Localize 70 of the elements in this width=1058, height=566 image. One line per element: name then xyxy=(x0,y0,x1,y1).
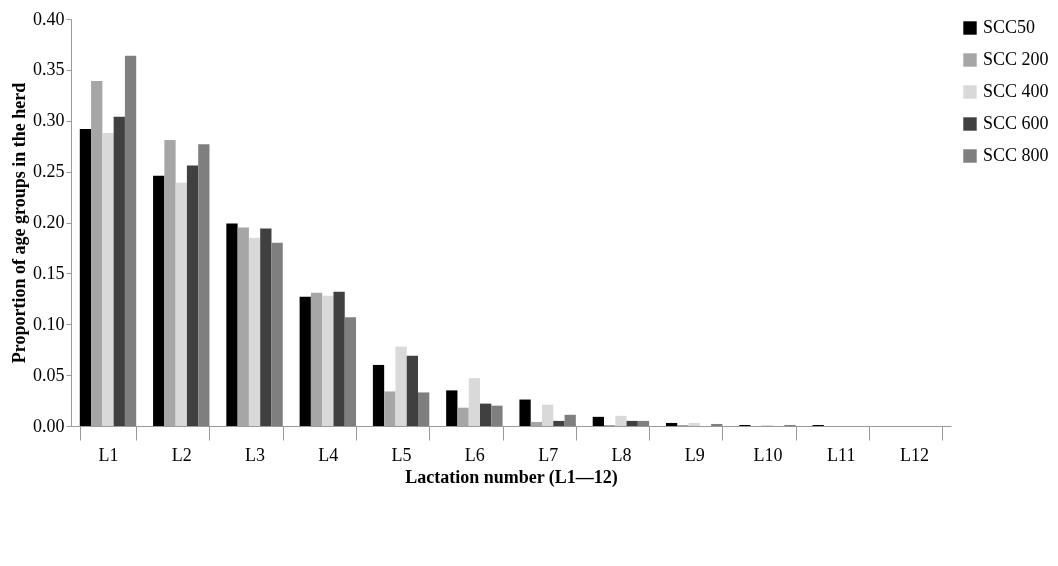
legend-label: SCC 200 xyxy=(983,49,1049,69)
x-tick-label: L9 xyxy=(684,444,705,465)
bar xyxy=(372,364,385,426)
y-tick-label: 0.20 xyxy=(33,212,65,232)
y-tick-label: 0.25 xyxy=(33,161,65,182)
bar xyxy=(688,422,700,426)
x-tick-label: L8 xyxy=(611,444,632,465)
y-tick-label: 0.30 xyxy=(33,110,65,131)
bar xyxy=(665,422,678,426)
bar xyxy=(260,228,272,426)
x-axis-title: Lactation number (L1—12) xyxy=(405,466,618,488)
bar xyxy=(310,292,323,426)
bar xyxy=(418,392,430,426)
legend-label: SCC 600 xyxy=(983,113,1049,133)
y-tick-label: 0.35 xyxy=(33,59,65,80)
bar xyxy=(124,55,137,426)
legend-label: SCC50 xyxy=(983,17,1036,37)
bar xyxy=(457,407,469,426)
bar xyxy=(198,144,210,426)
x-tick-label: L2 xyxy=(171,444,192,465)
bar xyxy=(468,378,481,426)
bar xyxy=(406,355,419,426)
bar xyxy=(91,81,103,426)
bar xyxy=(271,242,283,426)
bar xyxy=(113,116,125,426)
x-tick-label: L7 xyxy=(538,444,559,465)
bar xyxy=(102,132,114,426)
bar xyxy=(530,421,542,426)
bar xyxy=(153,175,165,426)
bar xyxy=(237,227,249,426)
bar xyxy=(711,423,723,426)
x-tick-label: L4 xyxy=(318,444,339,465)
bar xyxy=(564,414,576,426)
bar xyxy=(491,405,503,426)
bar xyxy=(446,390,458,426)
y-tick-label: 0.15 xyxy=(33,262,65,283)
bar xyxy=(395,346,407,426)
bar xyxy=(248,237,261,426)
y-axis-title: Proportion of age groups in the herd xyxy=(9,82,29,364)
y-tick-label: 0.05 xyxy=(33,364,65,385)
bar xyxy=(175,182,187,426)
x-tick-label: L6 xyxy=(464,444,485,465)
x-tick-label: L12 xyxy=(900,444,929,465)
y-tick-label: 0.10 xyxy=(33,313,65,334)
bar xyxy=(322,295,334,426)
x-tick-label: L10 xyxy=(753,444,783,465)
bar xyxy=(384,391,396,426)
bar xyxy=(299,296,311,426)
bar xyxy=(519,399,531,426)
bar xyxy=(79,128,92,426)
bar xyxy=(226,223,238,426)
bar xyxy=(615,415,627,426)
y-tick-label: 0.40 xyxy=(33,8,65,29)
bar xyxy=(164,140,176,426)
bar xyxy=(344,317,357,426)
x-tick-label: L1 xyxy=(98,444,119,465)
y-tick-label: 0.00 xyxy=(33,415,65,436)
legend-label: SCC 800 xyxy=(983,145,1049,165)
bar xyxy=(333,291,345,426)
bar xyxy=(626,420,638,426)
x-tick-label: L3 xyxy=(245,444,266,465)
x-tick-label: L11 xyxy=(827,444,856,465)
bar xyxy=(553,420,565,426)
bar xyxy=(637,420,650,426)
legend-label: SCC 400 xyxy=(983,81,1049,101)
bar xyxy=(480,403,492,426)
x-tick-label: L5 xyxy=(391,444,412,465)
bar xyxy=(592,416,604,426)
bar xyxy=(541,404,554,426)
bar xyxy=(186,165,199,426)
